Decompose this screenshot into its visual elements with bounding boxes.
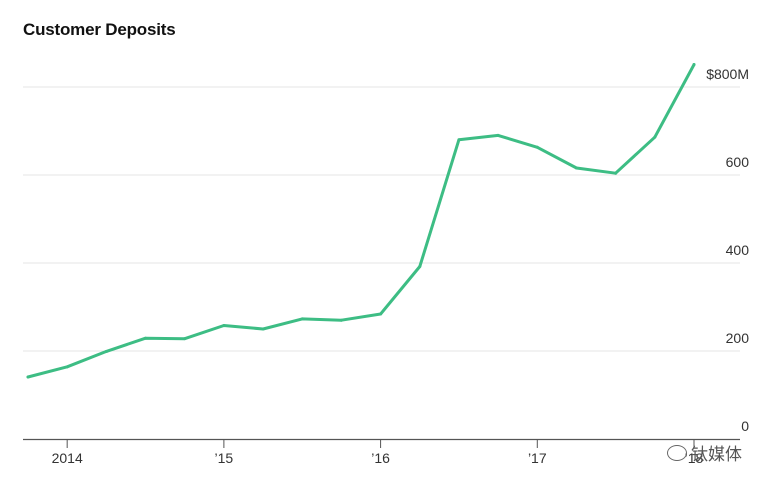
watermark-logo-icon (667, 444, 687, 461)
data-point (653, 135, 657, 139)
data-point (183, 337, 187, 341)
data-point (574, 166, 578, 170)
data-point (339, 318, 343, 322)
data-point (496, 133, 500, 137)
data-point (300, 317, 304, 321)
x-tick-label: ’16 (371, 450, 390, 466)
watermark-text: 钛媒体 (691, 445, 742, 465)
data-point (65, 365, 69, 369)
data-point (104, 349, 108, 353)
x-tick-label: ’15 (215, 450, 234, 466)
y-tick-labels: $800M 600 400 200 0 (706, 66, 749, 434)
y-tick-label: 600 (726, 154, 750, 170)
x-tick-label: ’17 (528, 450, 547, 466)
data-point (144, 336, 148, 340)
x-tick-label: 2014 (52, 450, 83, 466)
data-point (535, 145, 539, 149)
chart-title: Customer Deposits (23, 20, 176, 39)
x-tick-label: ’18 (685, 450, 704, 466)
series-line (26, 63, 696, 379)
y-tick-label: $800M (706, 66, 749, 82)
x-axis (23, 438, 740, 448)
series-layer (26, 63, 696, 379)
data-point (379, 312, 383, 316)
grid-lines (23, 86, 740, 352)
y-tick-label: 400 (726, 242, 750, 258)
data-point (614, 171, 618, 175)
data-point (418, 265, 422, 269)
watermark: 钛媒体 (667, 440, 742, 465)
x-tick-labels: 2014 ’15 ’16 ’17 ’18 (52, 450, 704, 466)
data-point (222, 323, 226, 327)
y-tick-label: 0 (741, 418, 749, 434)
data-point (692, 63, 696, 67)
y-tick-label: 200 (726, 330, 750, 346)
data-point (261, 327, 265, 331)
data-point (457, 138, 461, 142)
data-point (26, 375, 30, 379)
